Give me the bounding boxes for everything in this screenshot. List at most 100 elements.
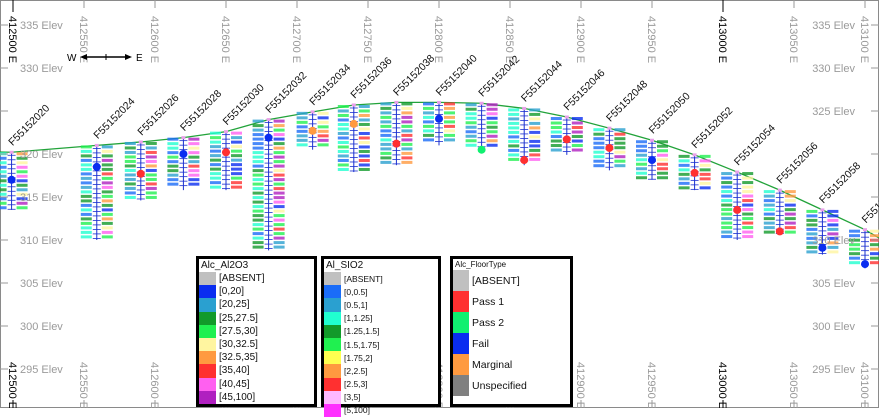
legend-al2o3: Alc_Al2O3 [ABSENT] [0,20] [20,25] [25,27.5][…	[196, 256, 317, 407]
elevation-label: 325 Elev	[812, 106, 855, 118]
sio2-value-mark	[124, 146, 136, 150]
al2o3-value-mark	[444, 129, 455, 133]
al2o3-value-mark	[529, 130, 541, 134]
sio2-value-mark	[380, 124, 392, 128]
al2o3-value-mark	[358, 145, 370, 149]
drillhole-F55152042[interactable]: F55152042	[465, 53, 523, 154]
sio2-value-mark	[252, 178, 264, 182]
legend-swatch	[453, 354, 469, 375]
sio2-value-mark	[124, 177, 136, 181]
floor-type-marker	[477, 145, 486, 154]
elevation-label: 315 Elev	[20, 192, 63, 204]
sio2-value-mark	[849, 261, 860, 265]
al2o3-value-mark	[870, 234, 879, 238]
sio2-value-mark	[337, 127, 349, 131]
sio2-value-mark	[593, 128, 605, 132]
sio2-value-mark	[636, 149, 647, 153]
legend-label: [1.75,2]	[344, 352, 373, 363]
sio2-value-mark	[80, 199, 92, 203]
al2o3-value-mark	[188, 160, 200, 164]
legend-label: [5,100]	[344, 405, 370, 416]
al2o3-value-mark	[486, 125, 498, 129]
legend-item: [27.5,30]	[199, 324, 314, 338]
collar-marker	[607, 126, 612, 130]
floor-type-marker	[648, 156, 656, 165]
sio2-value-mark	[252, 236, 264, 240]
sio2-value-mark	[0, 165, 7, 169]
sio2-value-mark	[721, 226, 733, 230]
sio2-value-mark	[423, 102, 434, 106]
floor-type-marker	[690, 168, 699, 177]
sio2-value-mark	[380, 160, 392, 164]
sio2-value-mark	[721, 221, 733, 225]
al2o3-value-mark	[273, 119, 285, 123]
al2o3-value-mark	[401, 151, 413, 155]
sio2-value-mark	[210, 136, 221, 140]
al2o3-value-mark	[231, 181, 242, 185]
sio2-value-mark	[636, 158, 647, 162]
sio2-value-mark	[80, 221, 92, 225]
al2o3-value-mark	[273, 187, 285, 191]
sio2-value-mark	[80, 176, 92, 180]
sio2-value-mark	[210, 181, 221, 185]
al2o3-value-mark	[101, 149, 113, 153]
sio2-value-mark	[508, 144, 520, 148]
sio2-value-mark	[252, 119, 264, 123]
al2o3-value-mark	[358, 167, 370, 171]
al2o3-value-mark	[273, 209, 285, 213]
al2o3-value-mark	[273, 236, 285, 240]
sio2-value-mark	[721, 194, 733, 198]
al2o3-value-mark	[699, 159, 711, 163]
al2o3-value-mark	[614, 159, 626, 163]
sio2-value-mark	[80, 158, 92, 162]
al2o3-value-mark	[742, 181, 754, 185]
floor-type-marker	[179, 150, 188, 158]
al2o3-value-mark	[529, 121, 541, 125]
al2o3-value-mark	[188, 178, 200, 182]
sio2-value-mark	[210, 185, 221, 189]
drillhole-label: F55152024	[91, 95, 137, 141]
sio2-value-mark	[337, 163, 349, 167]
sio2-value-mark	[508, 130, 520, 134]
drillhole-label: F55152054	[732, 122, 778, 168]
al2o3-value-mark	[188, 146, 200, 150]
al2o3-value-mark	[101, 203, 113, 207]
sio2-value-mark	[763, 212, 775, 216]
legend-item: [1,1.25]	[324, 311, 438, 325]
easting-label: 412500 E	[6, 16, 18, 63]
easting-label: 412650 E	[219, 16, 231, 63]
al2o3-value-mark	[358, 131, 370, 135]
drillhole-label: F55152050	[647, 90, 693, 136]
sio2-value-mark	[508, 153, 520, 157]
al2o3-value-mark	[742, 230, 754, 234]
legend-item: Pass 2	[453, 312, 570, 333]
floor-type-marker	[7, 175, 16, 184]
al2o3-value-mark	[870, 252, 879, 256]
sio2-value-mark	[167, 142, 179, 146]
drillhole-F55152024[interactable]: F55152024	[80, 95, 138, 240]
sio2-value-mark	[380, 133, 392, 137]
legend-item: [0,20]	[199, 285, 314, 299]
sio2-value-mark	[763, 208, 775, 212]
sio2-value-mark	[80, 185, 92, 189]
al2o3-value-mark	[16, 179, 28, 183]
sio2-value-mark	[337, 158, 349, 162]
collar-marker	[181, 136, 186, 140]
legend-label: [2.5,3]	[344, 379, 368, 390]
legend-item: [1.75,2]	[324, 351, 438, 365]
al2o3-value-mark	[486, 116, 498, 120]
sio2-value-mark	[252, 218, 264, 222]
sio2-value-mark	[763, 217, 775, 221]
al2o3-value-mark	[16, 156, 28, 160]
drillhole-F55152046[interactable]: F55152046	[550, 67, 608, 155]
cross-section-plot[interactable]: 412500 E 412500 E 412550 E 412550 E 412600 E…	[0, 0, 879, 408]
drillhole-F55152032[interactable]: F55152032	[252, 70, 310, 251]
al2o3-value-mark	[16, 183, 28, 187]
al2o3-value-mark	[145, 191, 157, 195]
al2o3-value-mark	[699, 154, 711, 158]
sio2-value-mark	[210, 176, 221, 180]
al2o3-value-mark	[401, 106, 413, 110]
easting-label: 413100 E	[858, 16, 870, 63]
sio2-value-mark	[80, 190, 92, 194]
collar-marker	[564, 115, 569, 119]
